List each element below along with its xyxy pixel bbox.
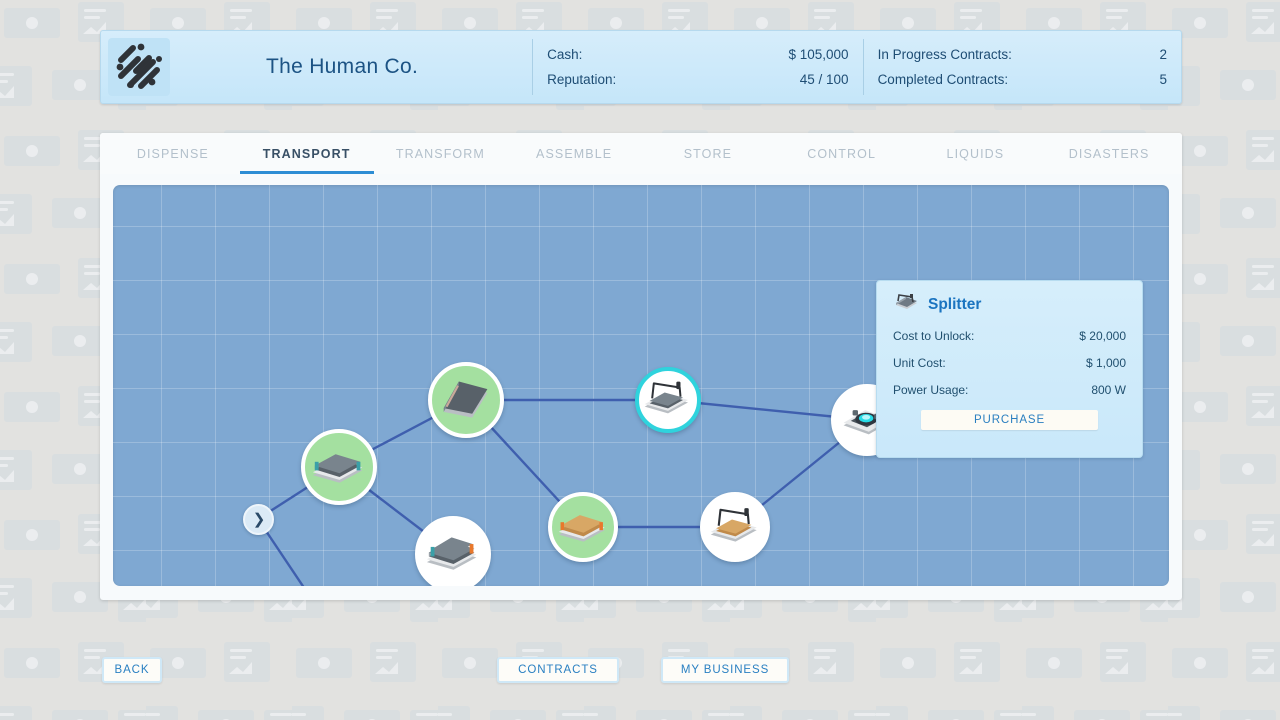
spec-row-unit-cost: Unit Cost: $ 1,000 xyxy=(893,356,1126,370)
stat-value: $ 105,000 xyxy=(788,47,849,62)
stat-label: Cash: xyxy=(547,47,583,62)
spec-row-power-usage: Power Usage: 800 W xyxy=(893,383,1126,397)
tab-dispense[interactable]: DISPENSE xyxy=(136,146,209,161)
tech-node-conveyor-wood[interactable] xyxy=(548,492,618,562)
page-title: The Human Co. xyxy=(266,55,419,78)
tech-node-splitter[interactable] xyxy=(635,367,701,433)
tech-tree-card: DISPENSE TRANSPORT TRANSFORM ASSEMBLE STORE C… xyxy=(100,133,1182,600)
conveyor-icon xyxy=(311,439,368,496)
spec-label: Cost to Unlock: xyxy=(893,329,975,343)
stat-label: Completed Contracts: xyxy=(877,71,1009,87)
tab-disasters[interactable]: DISASTERS xyxy=(1068,146,1150,161)
spec-row-cost-to-unlock: Cost to Unlock: $ 20,000 xyxy=(893,329,1126,343)
conveyor-wood-icon xyxy=(557,501,610,554)
category-tab-bar: DISPENSE TRANSPORT TRANSFORM ASSEMBLE STORE C… xyxy=(100,133,1182,174)
spec-value: $ 1,000 xyxy=(1085,356,1126,370)
contracts-button[interactable]: CONTRACTS xyxy=(497,657,619,683)
chevron-right-icon[interactable]: ❯ xyxy=(242,503,274,535)
stat-row-completed-contracts: Completed Contracts: 5 xyxy=(877,71,1167,87)
tech-tree-nodes xyxy=(113,185,1169,586)
splitter-wood-icon xyxy=(709,501,762,554)
spec-value: 800 W xyxy=(1091,383,1126,397)
tech-node-conveyor-double[interactable] xyxy=(415,516,491,586)
stat-label: Reputation: xyxy=(547,71,617,87)
splitter-icon xyxy=(643,375,693,425)
tab-transport[interactable]: TRANSPORT xyxy=(239,133,374,174)
purchase-button[interactable]: PURCHASE xyxy=(921,410,1098,430)
tab-assemble[interactable]: ASSEMBLE xyxy=(536,146,613,161)
back-button[interactable]: BACK xyxy=(102,657,162,683)
tab-transform[interactable]: TRANSFORM xyxy=(395,146,485,161)
tech-node-conveyor-incline[interactable] xyxy=(428,362,504,438)
stat-row-in-progress-contracts: In Progress Contracts: 2 xyxy=(878,48,1167,62)
stat-row-cash: Cash: $ 105,000 xyxy=(547,48,848,62)
tech-node-splitter-wood[interactable] xyxy=(700,492,770,562)
header-divider-1 xyxy=(532,39,534,95)
tab-store[interactable]: STORE xyxy=(683,146,733,161)
header-divider-2 xyxy=(862,39,864,95)
stat-value: 45 / 100 xyxy=(799,71,849,87)
tab-control[interactable]: CONTROL xyxy=(807,146,877,161)
tab-liquids[interactable]: LIQUIDS xyxy=(946,146,1005,161)
panel-header: Splitter xyxy=(893,293,1126,316)
spec-value: $ 20,000 xyxy=(1079,329,1126,343)
stats-cash-reputation: Cash: $ 105,000 Reputation: 45 / 100 xyxy=(533,31,862,103)
header-bar: The Human Co. Cash: $ 105,000 Reputation… xyxy=(100,30,1182,104)
diagonal-dashes-logo-icon xyxy=(108,38,170,96)
machine-info-panel: Splitter Cost to Unlock: $ 20,000 Unit C… xyxy=(876,280,1143,458)
spec-label: Power Usage: xyxy=(893,383,969,397)
brand-block: The Human Co. xyxy=(101,31,532,103)
stat-label: In Progress Contracts: xyxy=(877,47,1012,62)
tech-node-conveyor-basic[interactable] xyxy=(301,429,377,505)
my-business-button[interactable]: MY BUSINESS xyxy=(661,657,789,683)
stats-contracts: In Progress Contracts: 2 Completed Contr… xyxy=(864,31,1181,103)
spec-label: Unit Cost: xyxy=(893,356,946,370)
conveyor-double-icon xyxy=(425,526,482,583)
conveyor-incline-icon xyxy=(438,372,495,429)
stat-row-reputation: Reputation: 45 / 100 xyxy=(547,71,849,87)
stat-value: 5 xyxy=(1159,71,1167,87)
panel-title: Splitter xyxy=(928,295,982,313)
stat-value: 2 xyxy=(1159,47,1167,62)
splitter-icon xyxy=(893,293,919,316)
